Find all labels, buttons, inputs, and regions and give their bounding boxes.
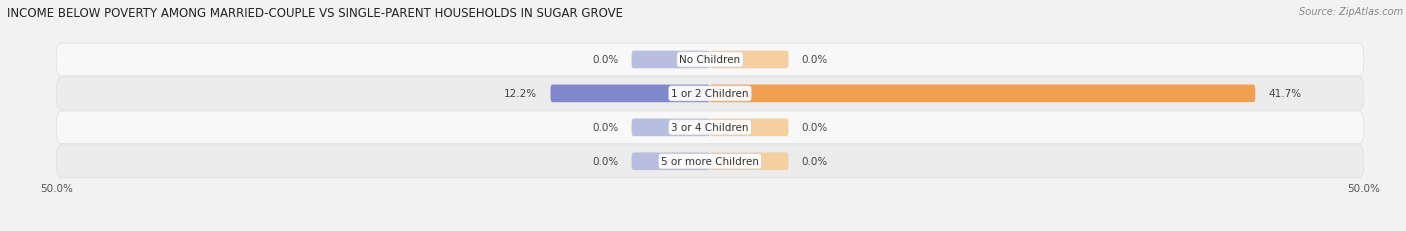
FancyBboxPatch shape — [631, 119, 710, 137]
FancyBboxPatch shape — [56, 44, 1364, 76]
Text: 0.0%: 0.0% — [801, 55, 828, 65]
FancyBboxPatch shape — [56, 112, 1364, 144]
Text: 5 or more Children: 5 or more Children — [661, 157, 759, 167]
Text: INCOME BELOW POVERTY AMONG MARRIED-COUPLE VS SINGLE-PARENT HOUSEHOLDS IN SUGAR G: INCOME BELOW POVERTY AMONG MARRIED-COUPL… — [7, 7, 623, 20]
FancyBboxPatch shape — [710, 85, 1256, 103]
FancyBboxPatch shape — [56, 78, 1364, 110]
Text: 3 or 4 Children: 3 or 4 Children — [671, 123, 749, 133]
Text: 0.0%: 0.0% — [801, 123, 828, 133]
Text: 0.0%: 0.0% — [801, 157, 828, 167]
Text: No Children: No Children — [679, 55, 741, 65]
Text: 1 or 2 Children: 1 or 2 Children — [671, 89, 749, 99]
Text: 41.7%: 41.7% — [1268, 89, 1302, 99]
Text: 0.0%: 0.0% — [592, 55, 619, 65]
FancyBboxPatch shape — [710, 153, 789, 170]
Text: 0.0%: 0.0% — [592, 123, 619, 133]
Text: 0.0%: 0.0% — [592, 157, 619, 167]
FancyBboxPatch shape — [631, 153, 710, 170]
Text: 12.2%: 12.2% — [505, 89, 537, 99]
FancyBboxPatch shape — [710, 51, 789, 69]
Text: Source: ZipAtlas.com: Source: ZipAtlas.com — [1299, 7, 1403, 17]
FancyBboxPatch shape — [631, 51, 710, 69]
FancyBboxPatch shape — [56, 145, 1364, 178]
FancyBboxPatch shape — [551, 85, 710, 103]
FancyBboxPatch shape — [710, 119, 789, 137]
